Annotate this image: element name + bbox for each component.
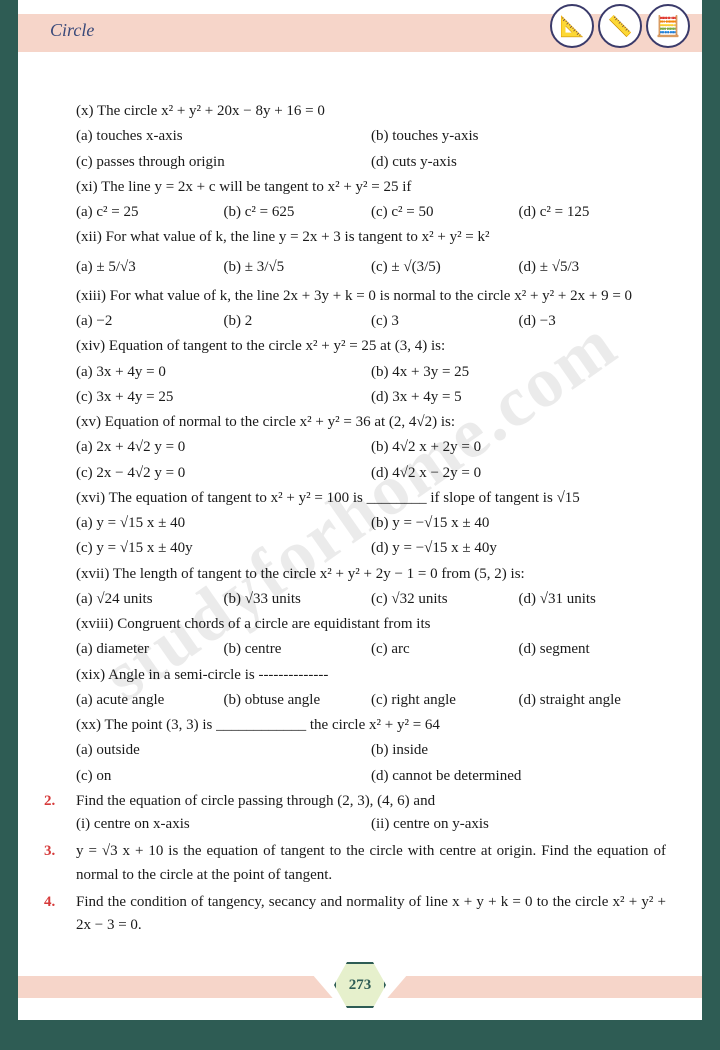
q-option: (b) obtuse angle [224,689,372,712]
q-option: (b) ± 3/√5 [224,256,372,279]
content: (x) The circle x² + y² + 20x − 8y + 16 =… [76,100,666,941]
q-stem: (xviii) Congruent chords of a circle are… [76,613,666,636]
q-stem: (xx) The point (3, 3) is ____________ th… [76,714,666,737]
q-option: (c) passes through origin [76,151,371,174]
page-header: Circle 📐 📏 🧮 [18,0,702,78]
q-option: (c) 3 [371,310,519,333]
badge-icon: 📏 [598,4,642,48]
q-option: (d) ± √5/3 [519,256,667,279]
header-title: Circle [50,20,94,41]
q-option: (b) y = −√15 x ± 40 [371,512,666,535]
q-option: (a) c² = 25 [76,201,224,224]
q-option: (a) 3x + 4y = 0 [76,361,371,384]
q-option: (a) outside [76,739,371,762]
q-stem: (xvii) The length of tangent to the circ… [76,563,666,586]
question-number: 4. [44,891,55,914]
q-stem: y = √3 x + 10 is the equation of tangent… [76,840,666,887]
q-option: (d) 4√2 x − 2y = 0 [371,462,666,485]
q-option: (c) 3x + 4y = 25 [76,386,371,409]
q-option: (b) c² = 625 [224,201,372,224]
q-option: (a) 2x + 4√2 y = 0 [76,436,371,459]
badge-icon: 📐 [550,4,594,48]
q-option: (b) √33 units [224,588,372,611]
page-footer: 273 [18,962,702,1020]
q-stem: (xii) For what value of k, the line y = … [76,226,666,249]
q-option: (d) −3 [519,310,667,333]
q-stem: (xi) The line y = 2x + c will be tangent… [76,176,666,199]
q-stem: Find the equation of circle passing thro… [76,790,666,813]
question-number: 2. [44,790,55,813]
q-option: (c) 2x − 4√2 y = 0 [76,462,371,485]
footer-bar [387,976,702,998]
q-option: (a) acute angle [76,689,224,712]
q-option: (ii) centre on y-axis [371,813,666,836]
page: Circle 📐 📏 🧮 studyforhome.com (x) The ci… [18,0,702,1020]
q-option: (b) inside [371,739,666,762]
q-option: (d) 3x + 4y = 5 [371,386,666,409]
q-stem: (x) The circle x² + y² + 20x − 8y + 16 =… [76,100,666,123]
q-option: (b) 2 [224,310,372,333]
q-option: (b) 4√2 x + 2y = 0 [371,436,666,459]
q-stem: (xix) Angle in a semi-circle is --------… [76,664,666,687]
q-option: (b) 4x + 3y = 25 [371,361,666,384]
q-stem: (xvi) The equation of tangent to x² + y²… [76,487,666,510]
q-option: (d) √31 units [519,588,667,611]
q-option: (d) cannot be determined [371,765,666,788]
q-option: (c) √32 units [371,588,519,611]
q-option: (d) c² = 125 [519,201,667,224]
q-option: (d) straight angle [519,689,667,712]
q-option: (c) right angle [371,689,519,712]
page-number: 273 [334,962,386,1008]
q-option: (a) y = √15 x ± 40 [76,512,371,535]
question-number: 3. [44,840,55,863]
footer-bar [18,976,333,998]
q-option: (c) ± √(3/5) [371,256,519,279]
q-stem: (xiv) Equation of tangent to the circle … [76,335,666,358]
q-option: (d) cuts y-axis [371,151,666,174]
q-stem: (xv) Equation of normal to the circle x²… [76,411,666,434]
q-option: (c) on [76,765,371,788]
q-option: (d) segment [519,638,667,661]
q-stem: (xiii) For what value of k, the line 2x … [76,285,666,308]
q-option: (b) centre [224,638,372,661]
q-option: (c) arc [371,638,519,661]
q-option: (d) y = −√15 x ± 40y [371,537,666,560]
q-option: (b) touches y-axis [371,125,666,148]
q-option: (c) c² = 50 [371,201,519,224]
q-option: (a) touches x-axis [76,125,371,148]
q-option: (a) diameter [76,638,224,661]
header-badges: 📐 📏 🧮 [550,4,690,48]
q-option: (a) −2 [76,310,224,333]
q-option: (a) √24 units [76,588,224,611]
badge-icon: 🧮 [646,4,690,48]
q-option: (a) ± 5/√3 [76,256,224,279]
q-option: (i) centre on x-axis [76,813,371,836]
q-option: (c) y = √15 x ± 40y [76,537,371,560]
q-stem: Find the condition of tangency, secancy … [76,891,666,938]
